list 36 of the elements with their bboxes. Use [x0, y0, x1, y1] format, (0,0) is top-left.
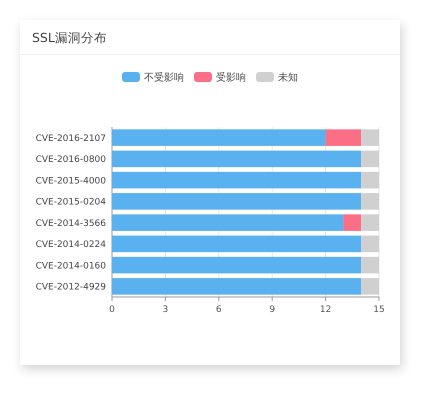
- bar: [361, 150, 379, 168]
- bar: [361, 193, 379, 210]
- bar: [361, 172, 379, 188]
- y-tick-label: CVE-2014-0224: [36, 240, 106, 250]
- chart-title: SSL漏洞分布: [32, 30, 107, 45]
- bar: [112, 236, 362, 252]
- bar: [361, 214, 379, 231]
- x-tick-label: 6: [216, 305, 222, 315]
- bar: [361, 129, 379, 146]
- y-tick-label: CVE-2012-4929: [36, 282, 106, 293]
- x-tick-label: 12: [320, 305, 332, 315]
- legend-label: 未知: [278, 72, 298, 84]
- y-tick-label: CVE-2014-3566: [36, 218, 106, 229]
- bar: [361, 236, 379, 252]
- x-tick-label: 9: [269, 305, 276, 315]
- legend-label: 受影响: [216, 72, 246, 84]
- bar: [112, 150, 362, 168]
- bar: [112, 214, 344, 231]
- y-tick-label: CVE-2016-0800: [36, 155, 106, 166]
- bar: [361, 256, 379, 274]
- bar: [112, 256, 362, 274]
- bar: [112, 172, 362, 188]
- x-tick-label: 0: [109, 305, 116, 315]
- legend-label: 不受影响: [144, 72, 184, 84]
- y-tick-label: CVE-2016-2107: [36, 134, 106, 144]
- bar: [343, 214, 362, 231]
- x-tick-label: 3: [162, 305, 168, 315]
- y-tick-label: CVE-2015-0204: [36, 198, 106, 208]
- bar: [112, 278, 362, 295]
- bar: [326, 129, 362, 146]
- y-tick-label: CVE-2014-0160: [36, 261, 106, 272]
- bar: [112, 129, 326, 146]
- bar: [112, 193, 362, 210]
- y-tick-label: CVE-2015-4000: [36, 176, 106, 186]
- x-tick-label: 15: [373, 305, 385, 315]
- bar: [361, 278, 379, 295]
